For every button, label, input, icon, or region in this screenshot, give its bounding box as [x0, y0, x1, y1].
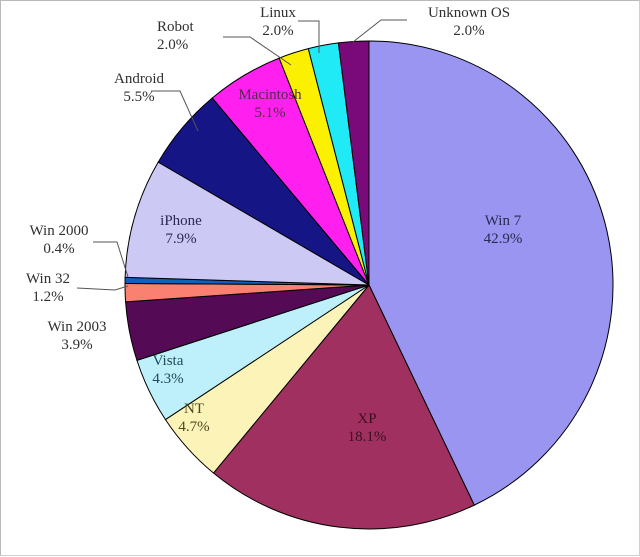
leader-line-linux	[298, 20, 320, 53]
leader-line-android	[151, 90, 199, 132]
pie-slices-group	[124, 40, 614, 530]
pie-slice-iphone[interactable]	[124, 161, 370, 286]
leader-line-win32	[76, 285, 129, 291]
pie-slice-win-7[interactable]	[368, 40, 614, 506]
leader-line-robot	[223, 36, 292, 66]
label-leader-lines-group	[76, 19, 407, 291]
leader-line-unknown-os	[352, 19, 407, 43]
leader-line-win2000	[93, 241, 129, 278]
pie-slice-xp[interactable]	[212, 284, 475, 530]
